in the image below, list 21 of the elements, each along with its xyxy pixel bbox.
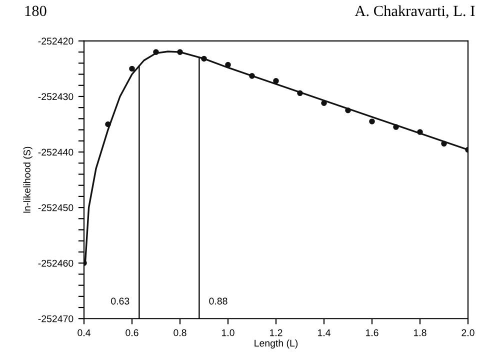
x-tick-label: 0.4 <box>78 329 90 336</box>
text: A. Chakravarti, L. I <box>354 5 475 18</box>
ref-line-label: 0.88 <box>209 298 228 305</box>
y-tick-label: -252450 <box>38 204 74 212</box>
y-tick-label: -252420 <box>38 38 74 45</box>
y-tick-label: -252470 <box>38 315 74 322</box>
y-tick-label: -252430 <box>38 93 74 100</box>
y-tick-label: -252440 <box>38 148 74 156</box>
y-axis-title: ln-likelihood (S) <box>23 146 32 213</box>
x-tick-label: 0.8 <box>174 329 186 336</box>
x-tick-label: 0.6 <box>126 329 138 336</box>
x-tick-label: 1.6 <box>366 329 378 336</box>
x-tick-label: 1.8 <box>414 329 426 336</box>
x-tick-label: 1.0 <box>222 329 234 336</box>
x-tick-label: 1.4 <box>318 329 330 336</box>
ref-line-label: 0.63 <box>111 298 130 305</box>
x-tick-label: 1.2 <box>270 329 282 336</box>
y-tick-label: -252460 <box>38 260 74 267</box>
x-tick-label: 2.0 <box>462 329 474 336</box>
x-axis-title: Length (L) <box>254 339 298 349</box>
text: 180 <box>25 6 46 16</box>
